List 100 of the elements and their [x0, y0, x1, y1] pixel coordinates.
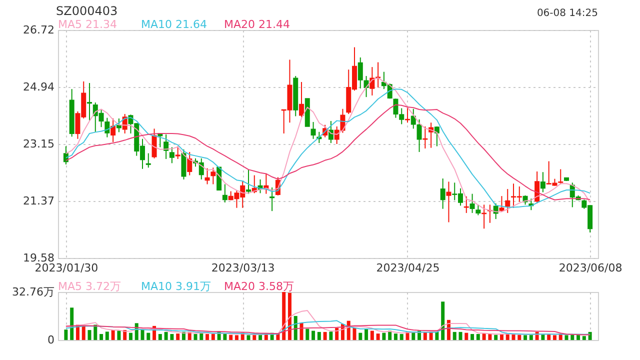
candlestick	[87, 82, 92, 121]
bar	[294, 316, 298, 340]
candlestick	[558, 168, 564, 185]
bar	[64, 330, 68, 340]
candlestick	[422, 126, 428, 149]
chart-title: SZ000403	[56, 4, 118, 18]
bar	[329, 332, 333, 340]
bar	[435, 332, 439, 340]
candlestick	[299, 82, 304, 118]
bar	[323, 332, 327, 340]
bar	[176, 334, 180, 340]
bar	[117, 330, 121, 340]
bar	[123, 330, 127, 340]
x-tick-label: 2023/04/25	[376, 262, 440, 274]
bar	[441, 302, 445, 340]
candlestick	[187, 151, 192, 176]
bar	[370, 330, 374, 340]
bar	[200, 332, 204, 340]
bar	[547, 334, 551, 340]
candlestick	[181, 148, 186, 180]
bar	[100, 334, 104, 340]
candlestick	[464, 196, 469, 214]
bar	[518, 334, 522, 340]
text: MA20 21.44	[224, 18, 290, 31]
candlestick	[204, 168, 210, 185]
line-series	[65, 324, 591, 336]
text: MA10 21.64	[141, 18, 207, 31]
bar	[470, 334, 474, 340]
bar	[541, 334, 545, 340]
bar	[194, 334, 198, 340]
candlestick	[152, 128, 157, 159]
bar	[306, 328, 310, 340]
bar	[376, 334, 380, 340]
y-tick-label: 32.76万	[12, 286, 54, 298]
x-tick-label: 2023/03/13	[211, 262, 275, 274]
bar	[317, 332, 321, 340]
bar	[288, 292, 292, 340]
bar	[524, 335, 528, 340]
bar	[211, 334, 215, 340]
bar	[488, 334, 492, 340]
bar	[564, 335, 568, 340]
candlestick	[146, 152, 151, 168]
bar	[588, 332, 592, 340]
candlestick	[410, 108, 416, 130]
bar	[234, 335, 238, 340]
candlestick	[164, 134, 169, 160]
bar	[500, 334, 504, 340]
candlestick	[358, 56, 363, 89]
text: 06-08 14:25	[536, 8, 598, 19]
bar	[82, 326, 86, 340]
candlestick	[310, 121, 316, 140]
candlestick	[104, 117, 110, 138]
candlestick	[446, 181, 452, 223]
candlestick	[470, 193, 475, 214]
candlestick	[499, 196, 504, 213]
candlestick	[505, 188, 510, 214]
bar	[335, 328, 339, 340]
candlestick	[416, 118, 422, 152]
candlestick	[210, 167, 216, 185]
y-tick-label: 24.94	[23, 80, 54, 94]
bar	[70, 308, 74, 340]
bar	[476, 334, 480, 340]
text: MA10 3.91万	[141, 280, 212, 293]
bar	[105, 332, 109, 340]
bar	[170, 334, 174, 340]
candlestick	[482, 204, 487, 230]
bar	[246, 335, 250, 340]
bar	[252, 334, 256, 340]
candlestick	[270, 186, 275, 212]
bar	[400, 334, 404, 340]
text: MA5 3.72万	[58, 280, 122, 293]
bar	[128, 332, 132, 340]
bar	[582, 336, 586, 340]
bar	[364, 328, 368, 340]
y-tick-label: 19.58	[23, 252, 54, 264]
bar	[352, 328, 356, 340]
x-tick-label: 2023/06/08	[558, 262, 622, 274]
bar	[452, 332, 456, 340]
candlestick	[476, 204, 481, 216]
candlestick	[540, 172, 546, 193]
candlestick	[428, 122, 434, 148]
bar	[158, 334, 162, 340]
candlestick	[440, 178, 446, 210]
bar	[206, 334, 210, 340]
y-tick-label: 0	[48, 334, 54, 346]
candlestick	[175, 146, 180, 160]
bar	[576, 334, 580, 340]
bar	[394, 334, 398, 340]
bar	[164, 332, 168, 340]
candlestick	[222, 184, 228, 203]
bar	[140, 329, 144, 340]
bar	[494, 334, 498, 340]
y-tick-label: 21.37	[23, 194, 54, 208]
candlestick	[169, 146, 174, 164]
bar	[358, 332, 362, 340]
text: MA20 3.58万	[224, 280, 294, 293]
text: MA5 21.34	[58, 18, 118, 31]
candlestick	[405, 106, 410, 124]
candlestick	[534, 170, 540, 204]
bar	[223, 334, 227, 340]
